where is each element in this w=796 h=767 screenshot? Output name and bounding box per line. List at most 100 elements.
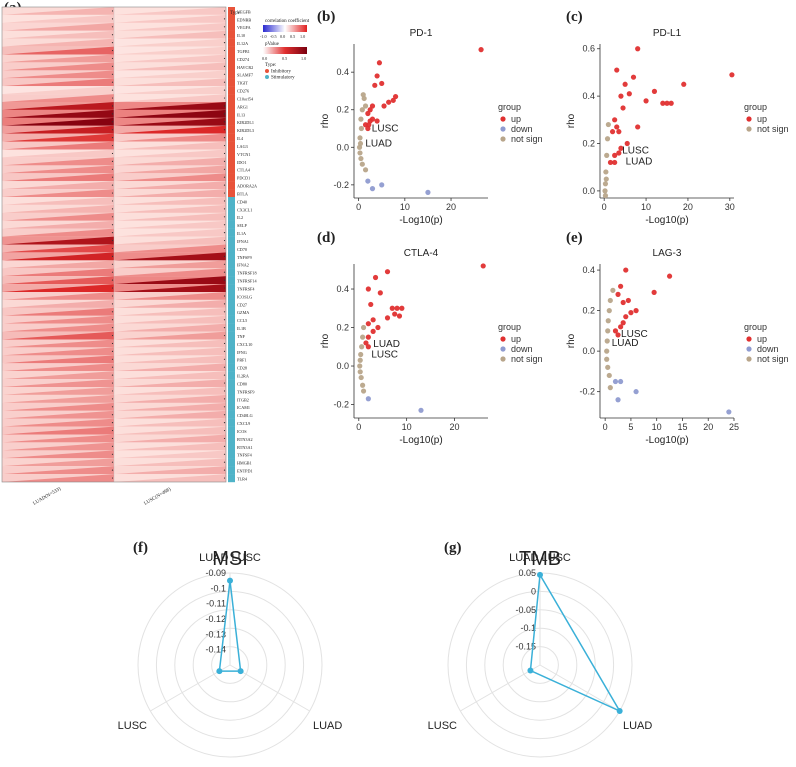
y-axis-title: rho: [320, 113, 331, 128]
legend-type-title: Type:: [265, 63, 276, 68]
heatmap-sig-dot: [111, 121, 114, 123]
heatmap-sig-dot: [111, 89, 114, 91]
scatter-legend-label: up: [757, 334, 767, 344]
heatmap-type-cell: [228, 323, 235, 332]
scatter-point-up: [372, 82, 378, 88]
scatter-point-not-sign: [604, 348, 610, 354]
y-tick-label: 0.0: [582, 186, 595, 196]
scatter-point-up: [620, 320, 626, 326]
heatmap-type-cell: [228, 363, 235, 372]
heatmap-sig-dot: [223, 192, 226, 194]
heatmap-sig-dot: [111, 319, 114, 321]
heatmap-sig-dot: [111, 453, 114, 455]
radar-point: [537, 571, 543, 578]
heatmap-type-header: Type: [230, 11, 241, 16]
heatmap-gene-label: GZMA: [237, 310, 249, 315]
legend-p-tick-0: 0.0: [262, 56, 267, 61]
scatter-point-up: [729, 72, 735, 78]
heatmap-triangle: [114, 474, 226, 482]
heatmap-sig-dot: [223, 144, 226, 147]
heatmap-triangle: [2, 46, 114, 55]
heatmap-sig-dot: [111, 247, 114, 250]
scatter-point-not-sign: [602, 188, 608, 194]
heatmap-type-cell: [228, 220, 235, 229]
heatmap-triangle: [114, 418, 226, 427]
heatmap-triangle: [2, 276, 114, 285]
heatmap-type-cell: [228, 426, 235, 435]
heatmap-sig-dot: [111, 105, 114, 107]
heatmap-gene-label: CD80: [237, 381, 247, 386]
scatter-plot-ctla4: CTLA-4 0 10 20 -0.2 0.0 0.2 0.4 -Log10(p) rho LUAD…: [320, 248, 543, 446]
scatter-point-up: [368, 301, 374, 308]
heatmap-type-cell: [228, 94, 235, 103]
heatmap-sig-dot: [223, 208, 226, 210]
scatter-point-down: [726, 409, 732, 415]
scatter-legend-label: not sign: [757, 354, 789, 364]
legend-corr-tick-1: -0.5: [270, 34, 277, 39]
scatter-point-up: [365, 110, 371, 117]
scatter-legend-label: down: [511, 344, 533, 354]
heatmap-gene-label: CD40: [237, 199, 247, 204]
scatter-legend-label: down: [511, 124, 533, 134]
scatter-point-up: [386, 99, 392, 105]
scatter-point-not-sign: [357, 363, 363, 369]
scatter-annotation: LUAD: [612, 338, 639, 349]
heatmap-triangle: [114, 323, 226, 332]
heatmap-triangle: [114, 410, 226, 419]
scatter-point-up: [365, 125, 371, 132]
scatter-point-not-sign: [604, 356, 610, 362]
scatter-point-up: [363, 340, 369, 346]
heatmap-gene-label: ADORA2A: [237, 184, 257, 189]
heatmap-gene-label: TNFRSF4: [237, 286, 255, 291]
heatmap-type-cell: [228, 284, 235, 293]
heatmap-triangle: [2, 260, 114, 269]
scatter-point-not-sign: [603, 169, 609, 175]
heatmap-sig-dot: [223, 160, 226, 162]
heatmap-sig-dot: [111, 445, 114, 447]
heatmap-triangle: [114, 387, 226, 395]
heatmap-type-cell: [228, 102, 235, 111]
panel-label-g: (g): [444, 540, 462, 556]
scatter-plot-pdl1: PD-L1 0 10 20 30 0.0 0.2 0.4 0.6 -Log10(p) rho LUSC…: [566, 28, 789, 226]
heatmap-type-cell: [228, 260, 235, 269]
heatmap-sig-dot: [111, 469, 114, 471]
heatmap-triangle: [114, 125, 226, 134]
heatmap-sig-dot: [223, 216, 226, 218]
scatter-legend-label: up: [757, 114, 767, 124]
scatter-legend-label: not sign: [511, 134, 543, 144]
scatter-legend-label: not sign: [757, 124, 789, 134]
heatmap-sig-dot: [223, 57, 226, 60]
heatmap-sig-dot: [223, 366, 226, 368]
heatmap-type-cell: [228, 165, 235, 174]
heatmap-triangle: [114, 244, 226, 253]
heatmap-sig-dot: [111, 168, 114, 170]
heatmap-triangle: [2, 149, 114, 158]
heatmap-triangle: [2, 236, 114, 245]
heatmap-triangle: [2, 339, 114, 348]
heatmap-triangle: [2, 252, 114, 261]
heatmap-triangle: [2, 284, 114, 292]
heatmap-sig-dot: [111, 295, 114, 297]
scatter-point-down: [612, 378, 619, 385]
heatmap-sig-dot: [223, 398, 226, 400]
heatmap-sig-dot: [111, 137, 114, 139]
scatter-point-down: [633, 389, 639, 395]
scatter-plot-pd1: PD-1 0 10 20 -0.2 0.0 0.2 0.4 -Log10(p) rho LUSC LU…: [320, 28, 543, 226]
heatmap-triangle: [2, 394, 114, 403]
radar-axis-line: [150, 664, 231, 712]
scatter-point-up: [365, 344, 371, 350]
heatmap-sig-dot: [223, 303, 226, 305]
radar-chart-msi: MSI-0.09 -0.1 -0.11 -0.12 -0.13 -0.14 LUAD LUS…: [118, 548, 342, 758]
radar-axis-label: LUAD: [313, 720, 342, 732]
heatmap-sig-dot: [111, 65, 114, 67]
legend-inhibitory-label: Inhibitory: [271, 70, 291, 75]
scatter-legend-label: down: [757, 344, 779, 354]
heatmap-sig-dot: [111, 144, 114, 147]
heatmap-gene-label: TNFRSF14: [237, 279, 257, 284]
heatmap-sig-dot: [223, 105, 226, 107]
heatmap-sig-dot: [111, 184, 114, 186]
heatmap-sig-dot: [111, 97, 114, 99]
scatter-point-up: [370, 328, 376, 334]
x-axis-title: -Log10(p): [399, 435, 442, 446]
x-axis-title: -Log10(p): [645, 215, 688, 226]
